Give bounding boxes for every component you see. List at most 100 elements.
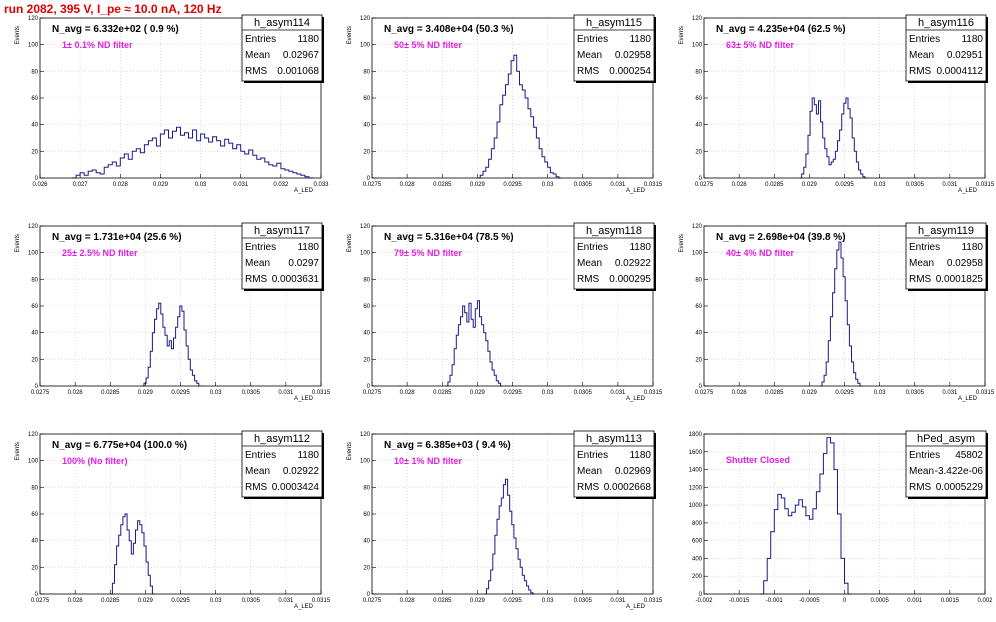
filter-label: 79± 5% ND filter [394,248,462,258]
x-tick-label: 0.031 [942,390,958,396]
x-tick-label: 0.028 [400,390,416,396]
x-tick-label: 0.0295 [503,598,522,604]
x-tick-label: 0.029 [153,182,169,188]
x-tick-label: 0.029 [802,390,818,396]
filter-label: 100% (No filter) [62,456,128,466]
stats-value: 0.02922 [615,258,652,269]
stats-value: 0.0001825 [936,274,984,285]
x-tick-label: 0.031 [942,182,958,188]
y-tick-label: 1200 [689,485,703,491]
x-tick-label: 0.0305 [574,598,593,604]
stats-value: 0.02969 [615,466,652,477]
stats-label: Mean [577,466,602,477]
y-tick-label: 100 [28,43,39,49]
y-tick-label: 60 [695,304,702,310]
y-tick-label: 40 [695,331,702,337]
x-tick-label: 0.03 [542,182,554,188]
histogram-name: h_asym113 [586,433,642,445]
stats-label: RMS [909,274,932,285]
y-tick-label: 100 [360,251,371,257]
filter-label: 63± 5% ND filter [726,40,794,50]
stats-value: 1180 [961,34,983,45]
y-tick-label: 40 [363,539,370,545]
y-tick-label: 80 [31,485,38,491]
x-tick-label: 0.0285 [765,390,784,396]
x-tick-label: 0.028 [113,182,129,188]
histogram-name: h_asym116 [918,17,974,29]
y-tick-label: 120 [28,224,39,230]
x-axis-label: A_LED [958,188,978,194]
stats-value: 0.0005229 [936,482,984,493]
histogram-panel-h_asym118: 0.0275 0.028 0.0285 0.029 0.0295 0.03 0.0305 0.… [347,222,663,402]
x-tick-label: 0.0015 [941,598,960,604]
navg-label: N_avg = 5.316e+04 (78.5 %) [384,232,514,243]
stats-value: 0.02967 [283,50,320,61]
y-axis-label: Events [679,234,685,252]
navg-label: N_avg = 6.385e+03 ( 9.4 %) [384,440,511,451]
stats-value: 0.02958 [615,50,652,61]
stats-label: RMS [909,482,932,493]
y-tick-label: 40 [31,331,38,337]
histogram-name: h_asym114 [254,17,310,29]
y-tick-label: 80 [363,485,370,491]
stats-value: 0.0297 [288,258,319,269]
x-tick-label: 0.0275 [363,182,382,188]
navg-label: N_avg = 4.235e+04 (62.5 %) [716,24,846,35]
x-tick-label: 0.0315 [312,390,331,396]
x-tick-label: 0.0295 [835,182,854,188]
histogram-bins [141,302,201,387]
stats-value: -3.422e-06 [935,466,984,477]
x-axis-label: A_LED [294,396,314,402]
x-tick-label: 0.028 [732,390,748,396]
stats-label: RMS [245,274,268,285]
stats-box [241,430,323,498]
x-axis-label: A_LED [958,396,978,402]
x-tick-label: -0.0015 [729,598,750,604]
stats-value: 0.02958 [947,258,984,269]
stats-value: 0.02922 [283,466,320,477]
x-tick-label: -0.001 [766,598,784,604]
x-tick-label: 0.0275 [363,598,382,604]
x-tick-label: 0.03 [874,390,886,396]
histogram-bins [477,54,562,179]
histogram-panel-h_asym114: 0.026 0.027 0.028 0.029 0.03 0.031 0.032 0.033 0… [15,14,329,194]
stats-label: RMS [245,66,268,77]
y-tick-label: 20 [363,149,370,155]
y-tick-label: 40 [695,123,702,129]
y-tick-label: 120 [692,16,703,22]
stats-label: Mean [577,50,602,61]
y-tick-label: 60 [363,512,370,518]
filter-label: 1± 0.1% ND filter [62,40,133,50]
x-tick-label: 0.0275 [363,390,382,396]
x-tick-label: 0.0305 [906,390,925,396]
navg-label: N_avg = 2.698e+04 (39.8 %) [716,232,846,243]
y-tick-label: 100 [28,459,39,465]
y-tick-label: 120 [360,16,371,22]
y-axis-label: Events [15,234,21,252]
y-tick-label: 400 [692,556,703,562]
x-tick-label: 0.0315 [644,598,663,604]
y-tick-label: 80 [31,277,38,283]
histogram-panel-h_asym113: 0.0275 0.028 0.0285 0.029 0.0295 0.03 0.0305 0.… [347,430,663,610]
histogram-bins [819,241,863,387]
histogram-panel-hPed_asym: -0.002 -0.0015 -0.001 -0.0005 0 0.0005 0.001 0.… [689,430,993,604]
y-tick-label: 120 [360,432,371,438]
x-tick-label: 0.03 [542,390,554,396]
filter-label: 25± 2.5% ND filter [62,248,138,258]
histogram-panel-h_asym119: 0.0275 0.028 0.0285 0.029 0.0295 0.03 0.0305 0.… [679,222,995,402]
stats-value: 0.000254 [609,66,651,77]
navg-label: N_avg = 6.775e+04 (100.0 %) [52,440,187,451]
stats-box [241,14,323,82]
x-tick-label: 0.028 [400,182,416,188]
y-tick-label: 20 [695,357,702,363]
y-tick-label: 60 [31,304,38,310]
y-tick-label: 600 [692,539,703,545]
stats-value: 0.0003631 [272,274,320,285]
y-tick-label: 80 [363,69,370,75]
y-tick-label: 0 [35,176,39,182]
x-tick-label: 0.028 [68,390,84,396]
stats-label: Entries [577,450,608,461]
y-tick-label: 20 [31,565,38,571]
stats-value: 45802 [955,450,983,461]
histogram-bins [760,437,852,595]
